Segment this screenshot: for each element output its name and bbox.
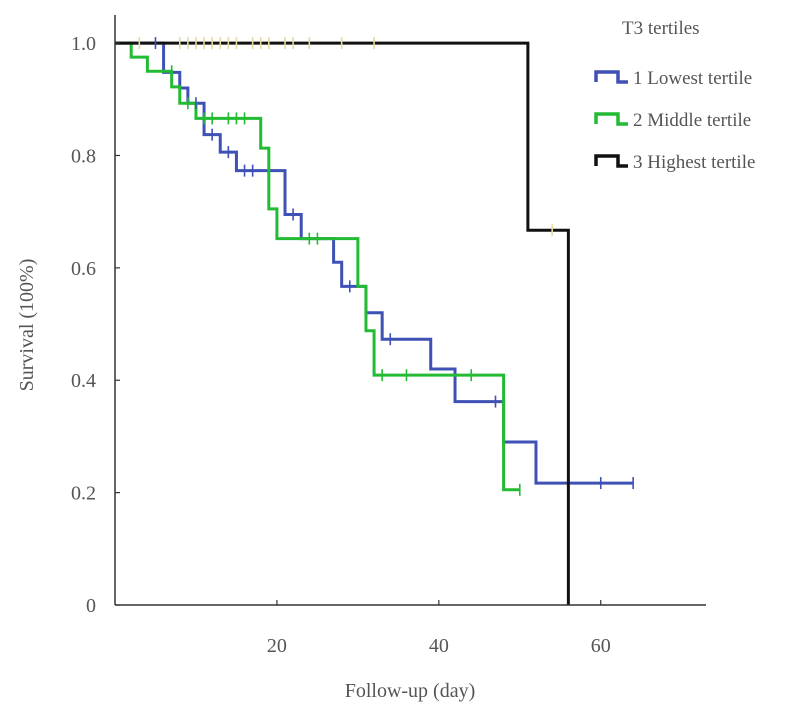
legend-swatch-2 [594, 112, 628, 126]
legend-swatch-3 [594, 154, 628, 168]
y-tick-label: 0.6 [71, 258, 96, 280]
y-tick-label: 0.4 [71, 370, 96, 392]
x-axis-title: Follow-up (day) [345, 680, 476, 702]
legend-label-1: 1 Lowest tertile [633, 68, 752, 89]
legend-swatch-1 [594, 70, 628, 84]
x-tick-label: 60 [591, 635, 611, 657]
y-axis-title: Survival (100%) [16, 259, 38, 392]
legend-label-2: 2 Middle tertile [633, 110, 751, 131]
x-axis-ticks: 20 40 60 [267, 600, 611, 657]
x-tick-label: 20 [267, 635, 287, 657]
series-line-2 [115, 41, 520, 492]
legend-label-3: 3 Highest tertile [633, 152, 755, 173]
y-tick-label: 1.0 [71, 33, 96, 55]
plot-area [115, 37, 634, 605]
y-tick-label: 0.2 [71, 483, 96, 505]
x-tick-label: 40 [429, 635, 449, 657]
y-tick-label: 0.8 [71, 145, 96, 167]
legend: 1 Lowest tertile 2 Middle tertile 3 Highes… [594, 68, 755, 173]
y-tick-label: 0 [86, 595, 96, 617]
series-line-3 [115, 41, 570, 605]
series-line-1 [115, 41, 634, 485]
y-axis-ticks: 0 0.2 0.4 0.6 0.8 1.0 [71, 33, 120, 617]
legend-title: T3 tertiles [622, 18, 700, 39]
